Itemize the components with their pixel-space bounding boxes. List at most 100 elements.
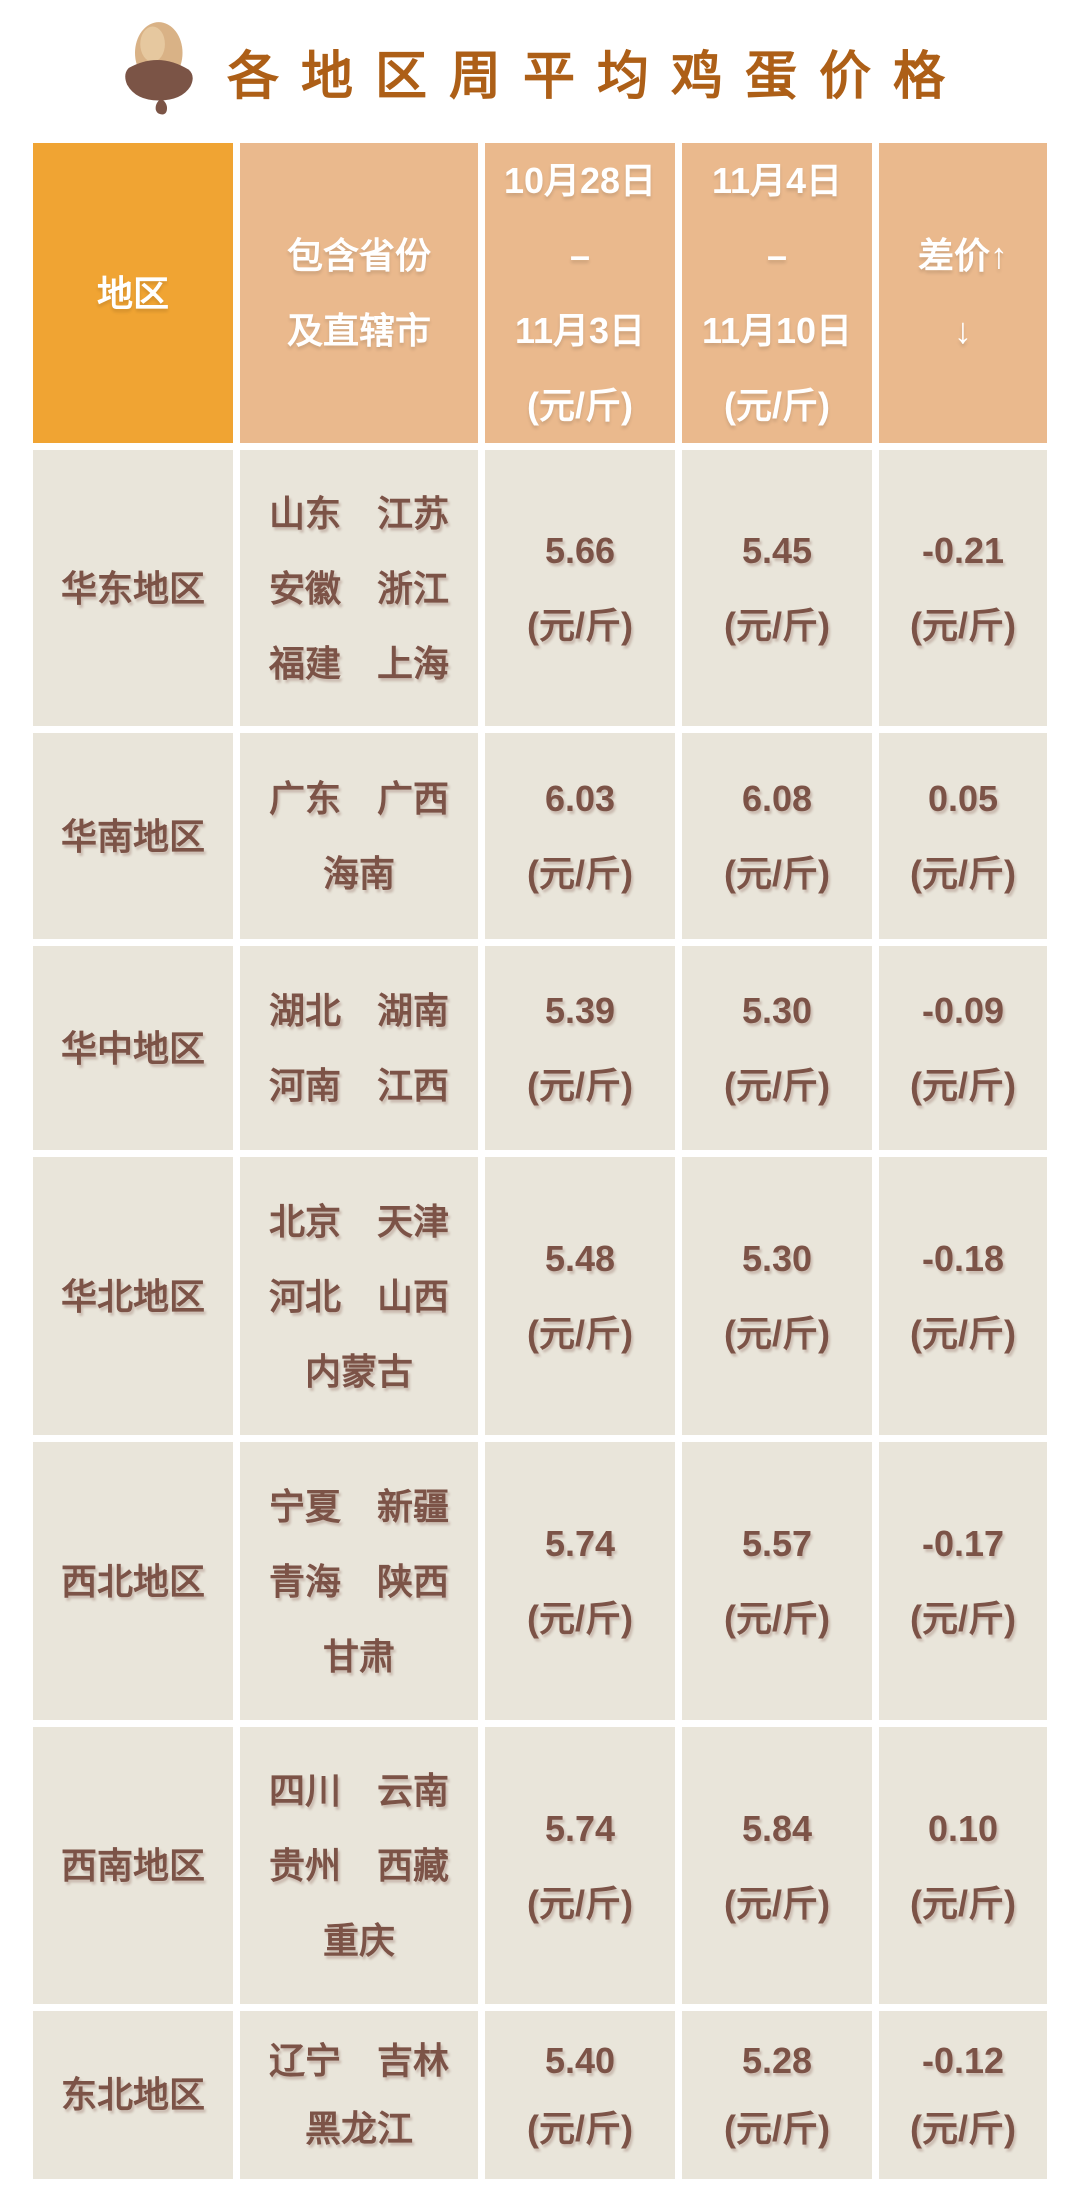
header-line: – xyxy=(569,235,591,276)
province-line: 广东 广西 xyxy=(268,778,449,819)
diff-value: -0.17 xyxy=(921,1523,1005,1564)
diff-cell: -0.18 (元/斤) xyxy=(879,1157,1047,1435)
price-unit: (元/斤) xyxy=(724,1313,830,1354)
province-line: 湖北 湖南 xyxy=(268,990,449,1031)
week2-cell: 5.28 (元/斤) xyxy=(682,2011,872,2179)
week1-cell: 5.66 (元/斤) xyxy=(485,450,675,726)
week1-cell: 6.03 (元/斤) xyxy=(485,733,675,939)
province-line: 北京 天津 xyxy=(268,1200,449,1242)
week2-cell: 6.08 (元/斤) xyxy=(682,733,872,939)
region-cell: 东北地区 xyxy=(33,2011,233,2179)
province-line: 宁夏 新疆 xyxy=(268,1485,449,1527)
week1-cell: 5.48 (元/斤) xyxy=(485,1157,675,1435)
region-cell: 华北地区 xyxy=(33,1157,233,1435)
region-cell: 西南地区 xyxy=(33,1727,233,2004)
page-header: 各地区周平均鸡蛋价格 xyxy=(0,0,1080,136)
provinces-cell: 北京 天津河北 山西内蒙古 xyxy=(240,1157,478,1435)
header-line: – xyxy=(766,235,788,276)
header-line: ↓ xyxy=(954,310,972,351)
price-unit: (元/斤) xyxy=(910,1313,1016,1354)
diff-cell: -0.12 (元/斤) xyxy=(879,2011,1047,2179)
header-region-label: 地区 xyxy=(96,272,169,314)
acorn-icon xyxy=(125,22,193,115)
price-value: 5.30 xyxy=(741,990,813,1031)
header-line: 差价↑ xyxy=(917,235,1008,276)
table-body: 华东地区 山东 江苏 安徽 浙江 福建 上海 5.66 (元/斤) 5.45 (元/… xyxy=(33,450,1047,2179)
table-row: 西北地区 宁夏 新疆 青海 陕西 甘肃 5.74 (元/斤) 5.57 (元/斤) … xyxy=(33,1442,1047,1720)
province-line: 辽宁 吉林 xyxy=(268,2040,449,2081)
diff-cell: -0.21 (元/斤) xyxy=(879,450,1047,726)
price-value: 5.74 xyxy=(544,1807,616,1849)
province-line: 海南 xyxy=(322,853,395,894)
week2-cell: 5.45 (元/斤) xyxy=(682,450,872,726)
price-unit: (元/斤) xyxy=(527,1065,633,1106)
province-line: 甘肃 xyxy=(322,1635,395,1677)
price-unit: (元/斤) xyxy=(910,1598,1016,1639)
price-value: 5.74 xyxy=(544,1523,616,1564)
price-unit: (元/斤) xyxy=(724,605,830,646)
header-diff: 差价↑ ↓ xyxy=(879,143,1047,443)
week2-cell: 5.57 (元/斤) xyxy=(682,1442,872,1720)
diff-cell: 0.10 (元/斤) xyxy=(879,1727,1047,2004)
province-line: 山东 江苏 xyxy=(268,492,449,534)
week2-cell: 5.30 (元/斤) xyxy=(682,946,872,1150)
table-row: 华北地区 北京 天津河北 山西内蒙古 5.48 (元/斤) 5.30 (元/斤)… xyxy=(33,1157,1047,1435)
province-line: 安徽 浙江 xyxy=(268,567,449,609)
price-value: 6.08 xyxy=(741,778,813,819)
table-header: 地区 包含省份 及直辖市 10月28日 – 11月3日 (元/斤) 11月4日 … xyxy=(33,143,1047,443)
price-unit: (元/斤) xyxy=(724,2108,830,2149)
region-cell: 华南地区 xyxy=(33,733,233,939)
diff-value: -0.09 xyxy=(921,990,1005,1031)
price-unit: (元/斤) xyxy=(527,853,633,894)
table-row: 东北地区 辽宁 吉林 黑龙江 5.40 (元/斤) 5.28 (元/斤) -0.1… xyxy=(33,2011,1047,2179)
header-line: (元/斤) xyxy=(527,385,633,426)
price-value: 5.66 xyxy=(544,530,616,571)
diff-value: -0.12 xyxy=(921,2040,1005,2081)
table-row: 华东地区 山东 江苏 安徽 浙江 福建 上海 5.66 (元/斤) 5.45 (元/… xyxy=(33,450,1047,726)
table-row: 西南地区 四川 云南 贵州 西藏 重庆 5.74 (元/斤) 5.84 (元/斤) … xyxy=(33,1727,1047,2004)
week1-cell: 5.74 (元/斤) xyxy=(485,1442,675,1720)
week1-cell: 5.40 (元/斤) xyxy=(485,2011,675,2179)
price-value: 5.30 xyxy=(741,1238,813,1279)
price-value: 5.45 xyxy=(741,530,813,571)
header-line: (元/斤) xyxy=(724,385,830,426)
header-line: 11月10日 xyxy=(701,310,853,351)
price-unit: (元/斤) xyxy=(724,853,830,894)
header-week1: 10月28日 – 11月3日 (元/斤) xyxy=(485,143,675,443)
week2-cell: 5.84 (元/斤) xyxy=(682,1727,872,2004)
header-week2: 11月4日 – 11月10日 (元/斤) xyxy=(682,143,872,443)
provinces-cell: 辽宁 吉林 黑龙江 xyxy=(240,2011,478,2179)
diff-value: 0.05 xyxy=(927,778,999,819)
header-row: 地区 包含省份 及直辖市 10月28日 – 11月3日 (元/斤) 11月4日 … xyxy=(33,143,1047,443)
price-unit: (元/斤) xyxy=(910,2108,1016,2149)
page-title: 各地区周平均鸡蛋价格 xyxy=(226,47,967,106)
week1-cell: 5.39 (元/斤) xyxy=(485,946,675,1150)
diff-cell: -0.09 (元/斤) xyxy=(879,946,1047,1150)
price-unit: (元/斤) xyxy=(724,1598,830,1639)
price-unit: (元/斤) xyxy=(910,1882,1016,1924)
diff-value: -0.18 xyxy=(921,1238,1005,1279)
province-line: 青海 陕西 xyxy=(268,1560,449,1602)
provinces-cell: 山东 江苏 安徽 浙江 福建 上海 xyxy=(240,450,478,726)
week2-cell: 5.30 (元/斤) xyxy=(682,1157,872,1435)
province-line: 河南 江西 xyxy=(268,1065,449,1106)
province-line: 河北 山西 xyxy=(268,1275,449,1317)
region-cell: 华中地区 xyxy=(33,946,233,1150)
table-row: 华中地区 湖北 湖南河南 江西 5.39 (元/斤) 5.30 (元/斤) -0… xyxy=(33,946,1047,1150)
price-unit: (元/斤) xyxy=(724,1065,830,1106)
provinces-cell: 宁夏 新疆青海 陕西甘肃 xyxy=(240,1442,478,1720)
price-value: 5.48 xyxy=(544,1238,616,1279)
price-value: 5.57 xyxy=(741,1523,813,1564)
header-line: 10月28日 xyxy=(503,160,657,201)
price-value: 5.39 xyxy=(544,990,616,1031)
province-line: 贵州 西藏 xyxy=(268,1845,449,1886)
provinces-cell: 四川 云南 贵州 西藏 重庆 xyxy=(240,1727,478,2004)
diff-cell: 0.05 (元/斤) xyxy=(879,733,1047,939)
region-cell: 华东地区 xyxy=(33,450,233,726)
price-unit: (元/斤) xyxy=(527,605,633,646)
province-line: 内蒙古 xyxy=(304,1350,413,1392)
egg-price-table: 地区 包含省份 及直辖市 10月28日 – 11月3日 (元/斤) 11月4日 … xyxy=(26,136,1054,2186)
diff-value: -0.21 xyxy=(921,530,1005,571)
price-unit: (元/斤) xyxy=(910,853,1016,894)
diff-value: 0.10 xyxy=(927,1807,999,1849)
